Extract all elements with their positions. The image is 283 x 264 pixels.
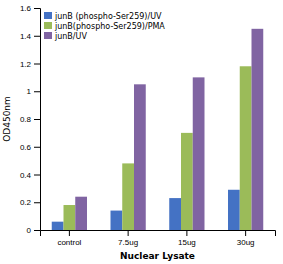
bar [64,205,76,230]
legend: junB (phospho-Ser259)/UVjunB(phospho-Ser… [44,12,165,41]
y-axis: 0 0.2 0.4 0.6 0.8 1 1.2 1.4 1.6 [20,4,41,235]
tick-label: 1.4 [20,32,32,41]
bar-series [64,66,252,230]
bar [252,29,264,230]
bar [75,197,87,230]
tick-mark [34,119,40,120]
axis-domain [34,9,41,231]
tick-label: 0.8 [20,115,32,124]
legend-item: junB (phospho-Ser259)/UV [44,12,162,21]
tick-label: 7.5ug [118,238,138,247]
axis-domain [41,231,276,237]
x-axis: control 7.5ug 15ug 30ug [41,230,276,247]
tick-label: 0.6 [20,143,32,152]
tick: 0.6 [20,143,40,152]
bar [169,198,181,230]
tick: 7.5ug [118,230,138,247]
tick-mark [34,36,40,37]
tick-label: 1.2 [20,60,32,69]
tick: control [57,230,81,247]
tick: 0 [27,226,40,235]
bar [240,66,252,230]
plot: 0 0.2 0.4 0.6 0.8 1 1.2 1.4 1.6 control 7.5ug 15ug 3… [20,4,276,247]
y-axis-title: OD450nm [2,96,12,142]
bars [52,29,264,230]
legend-item: junB/UV [44,32,87,41]
tick-mark [34,230,40,231]
tick-mark [186,230,187,236]
tick: 1.6 [20,4,40,13]
tick-mark [34,202,40,203]
tick: 30ug [237,230,255,247]
tick-mark [128,230,129,236]
legend-label: junB (phospho-Ser259)/UV [54,12,162,21]
bar [111,211,123,230]
tick-mark [69,230,70,236]
tick: 1 [27,87,40,96]
tick-label: 30ug [237,238,255,247]
legend-label: junB(phospho-Ser259)/PMA [54,22,165,31]
tick-label: 0.2 [20,198,32,207]
legend-label: junB/UV [54,32,87,41]
legend-item: junB(phospho-Ser259)/PMA [44,22,165,31]
legend-swatch [44,32,52,39]
tick: 1.2 [20,60,40,69]
x-axis-title: Nuclear Lysate [120,251,195,261]
tick-label: 15ug [178,238,196,247]
chart: 0 0.2 0.4 0.6 0.8 1 1.2 1.4 1.6 control 7.5ug 15ug 3… [0,0,283,264]
bar [52,222,64,230]
bar [193,77,205,230]
tick: 1.4 [20,32,40,41]
legend-swatch [44,12,52,19]
tick-mark [245,230,246,236]
bar [122,163,134,230]
tick-mark [34,8,40,9]
tick-mark [34,64,40,65]
tick: 15ug [178,230,196,247]
tick: 0.2 [20,198,40,207]
bar [181,133,193,230]
tick-label: 1 [27,87,32,96]
bar [134,84,146,230]
tick: 0.4 [20,171,40,180]
tick-mark [34,175,40,176]
tick-label: control [57,238,81,247]
tick-mark [34,147,40,148]
tick-label: 1.6 [20,4,32,13]
bar-series [75,29,263,230]
tick-label: 0.4 [20,171,32,180]
legend-swatch [44,22,52,29]
bar [228,190,240,230]
tick-label: 0 [27,226,32,235]
tick: 0.8 [20,115,40,124]
tick-mark [34,91,40,92]
